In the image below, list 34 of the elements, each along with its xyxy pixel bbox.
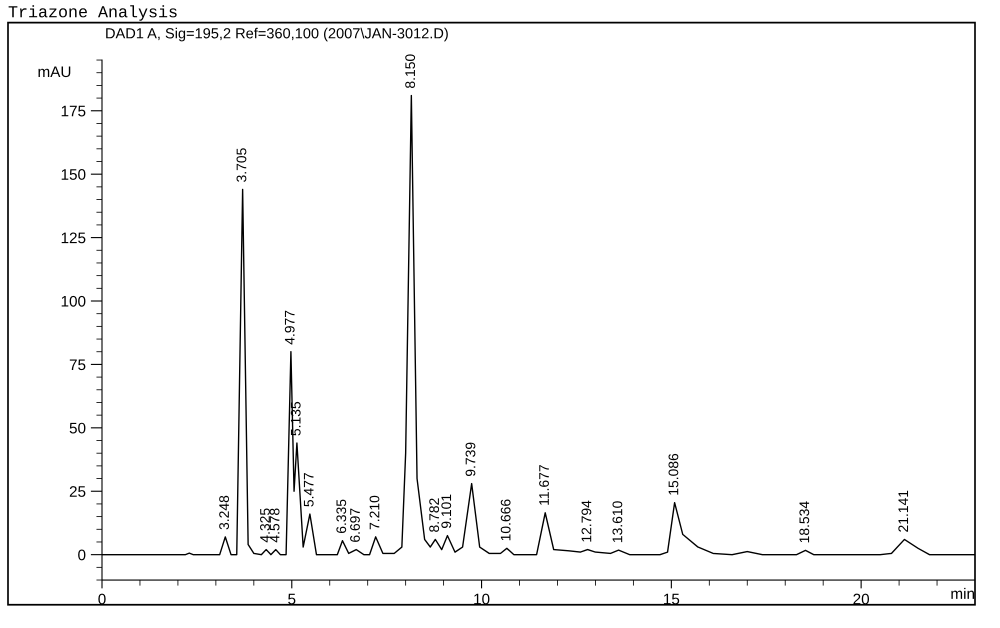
annotation: 4.977	[284, 310, 295, 344]
annotation: 9.101	[441, 494, 452, 528]
x-axis-title: min	[951, 588, 974, 599]
y-axis-title: mAU	[38, 66, 70, 78]
chart-subtitle: DAD1 A, Sig=195,2 Ref=360,100 (2007\JAN-3012.D)	[106, 28, 448, 42]
annotation: 8.150	[405, 54, 416, 88]
y-tick-label: 50	[70, 422, 86, 434]
annotation: 12.794	[582, 500, 592, 542]
annotation: 21.141	[898, 490, 908, 532]
annotation: 10.666	[500, 500, 511, 540]
annotation: 6.335	[336, 500, 346, 534]
y-tick-label: 0	[78, 550, 86, 560]
annotation: 11.677	[539, 465, 549, 505]
y-tick-label: 125	[62, 232, 86, 244]
y-tick-label: 150	[62, 169, 86, 180]
annotation: 6.697	[350, 508, 360, 542]
y-tick-label: 75	[70, 359, 86, 370]
annotation: 3.705	[236, 148, 246, 182]
annotation: 13.610	[612, 501, 622, 542]
annotation: 4.325	[260, 508, 270, 542]
annotation: 3.248	[219, 496, 230, 530]
x-tick-label: 0	[98, 594, 106, 604]
annotation: 4.578	[270, 508, 280, 542]
x-tick-label: 5	[288, 594, 296, 604]
annotation: 8.782	[429, 498, 440, 532]
y-tick-label: 100	[62, 296, 86, 307]
y-tick-label: 25	[70, 486, 86, 497]
annotation: 15.086	[668, 454, 678, 495]
annotation: 7.210	[370, 496, 380, 530]
y-tick-label: 175	[62, 106, 86, 116]
annotation: 5.477	[304, 473, 314, 507]
annotation: 18.534	[799, 501, 810, 542]
annotation: 9.739	[466, 442, 476, 476]
chart-title: Triazone Analysis	[8, 5, 177, 21]
